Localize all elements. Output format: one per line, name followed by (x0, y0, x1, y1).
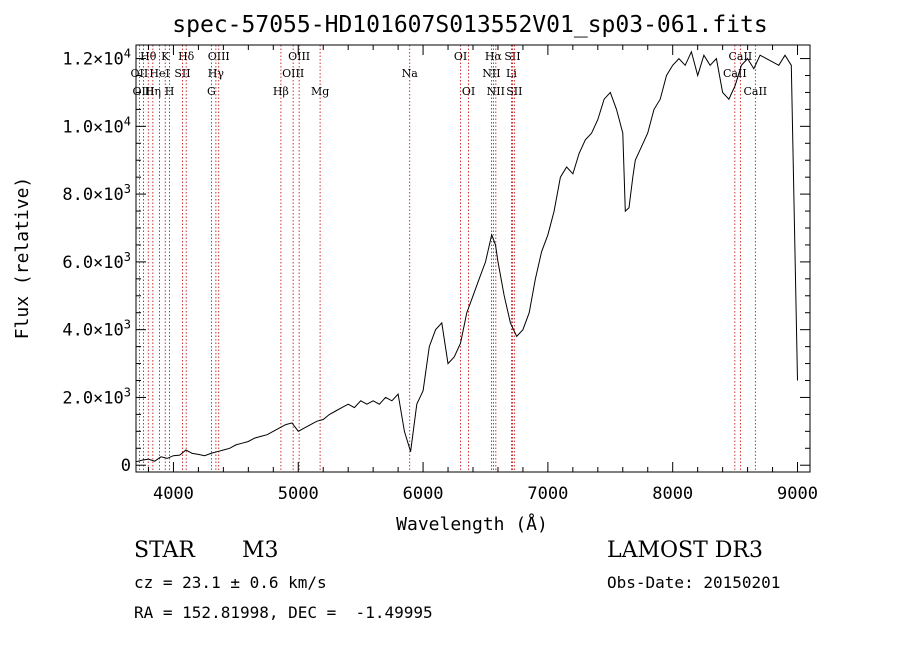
plot-frame (135, 44, 811, 473)
coordinates: RA = 152.81998, DEC = -1.49995 (134, 603, 433, 622)
y-tick-label: 4.0×103 (62, 318, 131, 341)
spectral-line-label: Mg (311, 85, 329, 98)
spectral-line-label: G (207, 85, 216, 98)
object-subclass: M3 (242, 538, 279, 563)
y-tick-label: 1.0×104 (62, 114, 131, 137)
object-class: STAR (134, 538, 195, 563)
survey-name: LAMOST DR3 (607, 538, 763, 563)
spectral-line-label: OIII (288, 50, 310, 63)
x-tick-label: 8000 (652, 484, 693, 504)
spectral-line-label: NII (487, 85, 505, 98)
redshift-velocity: cz = 23.1 ± 0.6 km/s (134, 573, 327, 592)
plot-axes (135, 44, 811, 473)
spectral-line-label: OIII (282, 67, 304, 80)
spectral-line-label: OI (462, 85, 475, 98)
spectral-line-label: Hδ (178, 50, 195, 63)
y-tick-label: 0 (121, 456, 131, 476)
spectral-line-label: CaII (723, 67, 747, 80)
spectral-line-label: K (161, 50, 170, 63)
y-axis-ticks: 0 2.0×103 4.0×103 6.0×103 8.0×103 1.0×104 1.2×… (62, 47, 810, 476)
spectral-line-label: OI (454, 50, 467, 63)
spectrum-series (135, 50, 798, 463)
spectral-line-label: NII (482, 67, 500, 80)
spectral-line-label: Hα (485, 50, 503, 63)
x-tick-label: 7000 (527, 484, 568, 504)
spectral-line-label: HeI (149, 67, 169, 80)
spectral-line-label: Na (402, 67, 419, 80)
y-axis-label: Flux (relative) (12, 177, 33, 340)
spectral-line-label: SII (504, 50, 520, 63)
spectral-line-label: CaII (743, 85, 767, 98)
spectral-line-label: OIII (132, 85, 154, 98)
y-tick-label: 8.0×103 (62, 182, 131, 205)
chart-title: spec-57055-HD101607S013552V01_sp03-061.f… (172, 12, 767, 38)
y-tick-label: 1.2×104 (62, 47, 131, 70)
spectral-line-label: Hη (145, 85, 161, 98)
y-tick-label: 2.0×103 (62, 385, 131, 408)
spectral-line-label: OIII (208, 50, 230, 63)
spectral-line-label: OII (131, 67, 149, 80)
y-tick-label: 6.0×103 (62, 250, 131, 273)
x-axis-ticks: 4000 5000 6000 7000 8000 9000 (147, 45, 818, 504)
x-tick-label: 6000 (403, 484, 444, 504)
spectral-line-label: SII (174, 67, 190, 80)
observation-date: Obs-Date: 20150201 (607, 573, 781, 592)
spectral-line-label: Hγ (208, 67, 225, 80)
x-axis-label: Wavelength (Å) (396, 513, 548, 535)
spectral-line-label: Hβ (273, 85, 289, 98)
spectrum-line (135, 50, 798, 463)
spectral-line-label: SII (506, 85, 522, 98)
x-tick-label: 9000 (777, 484, 818, 504)
spectral-line-label: H (165, 85, 175, 98)
spectral-line-label: Li (506, 67, 517, 80)
spectral-line-label: Hθ (140, 50, 157, 63)
x-tick-label: 4000 (153, 484, 194, 504)
x-tick-label: 5000 (278, 484, 319, 504)
